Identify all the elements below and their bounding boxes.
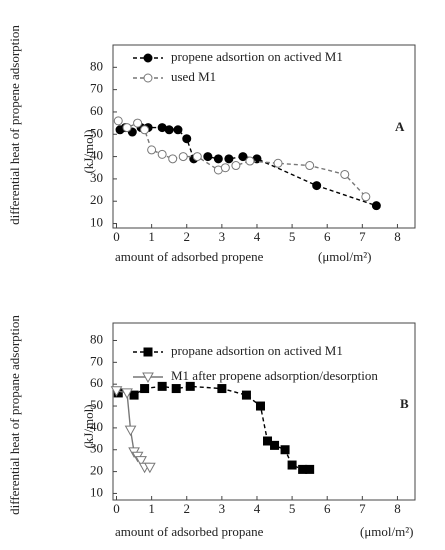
legend-label: M1 after propene adsorption/desorption: [171, 368, 378, 383]
y-tick-label: 80: [90, 331, 103, 346]
x-tick-label: 2: [183, 229, 190, 244]
y-tick-label: 30: [90, 170, 103, 185]
panel-label: B: [400, 396, 409, 411]
y-tick-label: 20: [90, 463, 103, 478]
x-tick-label: 2: [183, 501, 190, 516]
y-tick-label: 50: [90, 397, 103, 412]
y-tick-label: 30: [90, 441, 103, 456]
y-tick-label: 40: [90, 419, 103, 434]
x-tick-label: 6: [324, 229, 331, 244]
point: [371, 201, 381, 211]
point: [245, 156, 255, 166]
point: [129, 390, 139, 400]
y-tick-label: 70: [90, 353, 103, 368]
y-label: (kJ/mol): [81, 404, 96, 448]
point: [192, 152, 202, 162]
x-label: amount of adsorbed propane: [115, 524, 264, 539]
point: [231, 161, 241, 171]
point: [135, 456, 147, 467]
point: [270, 440, 280, 450]
y-tick-label: 60: [90, 103, 103, 118]
point: [133, 118, 143, 128]
y-tick-label: 60: [90, 375, 103, 390]
y-title: differential heat of propane adsorption: [7, 315, 22, 515]
y-title: differential heat of propene adsorption: [7, 25, 22, 225]
x-tick-label: 5: [289, 501, 296, 516]
point: [273, 158, 283, 168]
point: [255, 401, 265, 411]
point: [122, 123, 132, 133]
point: [280, 445, 290, 455]
point: [173, 125, 183, 135]
y-tick-label: 20: [90, 192, 103, 207]
point: [361, 192, 371, 202]
x-tick-label: 3: [219, 501, 226, 516]
point: [287, 460, 297, 470]
x-tick-label: 0: [113, 501, 120, 516]
x-tick-label: 3: [219, 229, 226, 244]
series-line: [118, 385, 310, 471]
point: [157, 149, 167, 159]
y-tick-label: 80: [90, 58, 103, 73]
point: [182, 134, 192, 144]
legend-marker: [142, 372, 154, 384]
point: [178, 152, 188, 162]
y-tick-label: 50: [90, 125, 103, 140]
legend-label: used M1: [171, 69, 216, 84]
x-label: amount of adsorbed propene: [115, 249, 264, 264]
x-tick-label: 1: [148, 501, 155, 516]
point: [213, 154, 223, 164]
x-tick-label: 6: [324, 501, 331, 516]
x-unit-label: (μmol/m²): [318, 249, 371, 264]
x-tick-label: 8: [394, 229, 401, 244]
legend-label: propene adsortion on actived M1: [171, 49, 343, 64]
legend-marker: [143, 347, 153, 357]
x-tick-label: 7: [359, 501, 366, 516]
x-tick-label: 5: [289, 229, 296, 244]
point: [220, 163, 230, 173]
point: [241, 390, 251, 400]
point: [224, 154, 234, 164]
point: [110, 386, 123, 397]
y-tick-label: 70: [90, 81, 103, 96]
point: [217, 384, 227, 394]
y-tick-label: 10: [90, 215, 103, 230]
point: [305, 464, 315, 474]
point: [305, 161, 315, 171]
y-label: (kJ/mol): [81, 129, 96, 173]
point: [312, 181, 322, 191]
legend-marker: [143, 73, 153, 83]
y-tick-label: 40: [90, 148, 103, 163]
x-tick-label: 1: [148, 229, 155, 244]
x-tick-label: 4: [254, 501, 261, 516]
point: [140, 125, 150, 135]
point: [121, 388, 133, 399]
point: [168, 154, 178, 164]
x-tick-label: 4: [254, 229, 261, 244]
point: [185, 381, 195, 391]
plot-frame: [112, 322, 416, 501]
point: [164, 125, 174, 135]
point: [113, 116, 123, 126]
point: [147, 145, 157, 155]
point: [140, 384, 150, 394]
panel-label: A: [395, 119, 405, 134]
point: [171, 384, 181, 394]
point: [144, 462, 156, 474]
point: [340, 169, 350, 179]
point: [157, 381, 167, 391]
plot-frame: [112, 44, 416, 229]
x-tick-label: 8: [394, 501, 401, 516]
y-tick-label: 10: [90, 484, 103, 499]
point: [203, 152, 213, 162]
point: [124, 425, 137, 437]
x-tick-label: 0: [113, 229, 120, 244]
point: [238, 152, 248, 162]
legend-marker: [143, 53, 153, 63]
x-tick-label: 7: [359, 229, 366, 244]
x-unit-label: (μmol/m²): [360, 524, 413, 539]
series-line: [119, 126, 377, 207]
legend-label: propane adsortion on actived M1: [171, 343, 343, 358]
